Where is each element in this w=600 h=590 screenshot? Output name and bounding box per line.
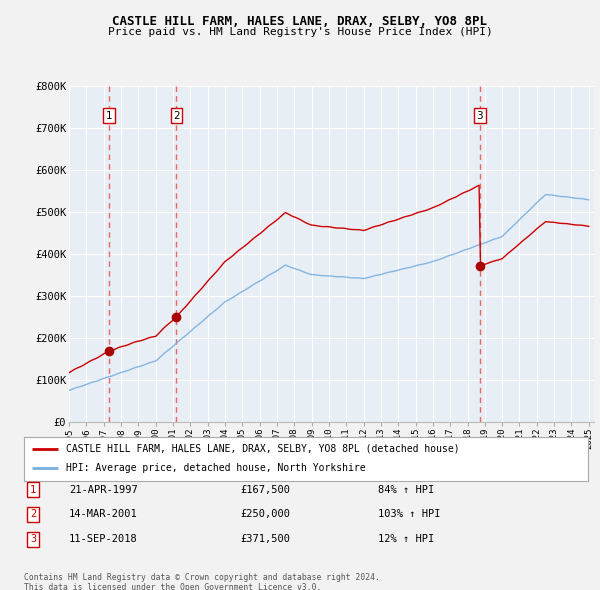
Text: HPI: Average price, detached house, North Yorkshire: HPI: Average price, detached house, Nort… [66,464,366,473]
Text: 3: 3 [476,111,483,121]
Text: CASTLE HILL FARM, HALES LANE, DRAX, SELBY, YO8 8PL (detached house): CASTLE HILL FARM, HALES LANE, DRAX, SELB… [66,444,460,454]
Text: Price paid vs. HM Land Registry's House Price Index (HPI): Price paid vs. HM Land Registry's House … [107,27,493,37]
Text: 1: 1 [106,111,112,121]
Text: £167,500: £167,500 [240,485,290,494]
Text: CASTLE HILL FARM, HALES LANE, DRAX, SELBY, YO8 8PL: CASTLE HILL FARM, HALES LANE, DRAX, SELB… [113,15,487,28]
Text: 2: 2 [30,510,36,519]
Text: 1: 1 [30,485,36,494]
Text: 103% ↑ HPI: 103% ↑ HPI [378,510,440,519]
Text: £371,500: £371,500 [240,535,290,544]
Text: 84% ↑ HPI: 84% ↑ HPI [378,485,434,494]
Text: Contains HM Land Registry data © Crown copyright and database right 2024.: Contains HM Land Registry data © Crown c… [24,573,380,582]
Text: 11-SEP-2018: 11-SEP-2018 [69,535,138,544]
Text: 14-MAR-2001: 14-MAR-2001 [69,510,138,519]
Text: £250,000: £250,000 [240,510,290,519]
Text: 3: 3 [30,535,36,544]
Text: This data is licensed under the Open Government Licence v3.0.: This data is licensed under the Open Gov… [24,583,322,590]
Text: 2: 2 [173,111,180,121]
Text: 21-APR-1997: 21-APR-1997 [69,485,138,494]
Text: 12% ↑ HPI: 12% ↑ HPI [378,535,434,544]
